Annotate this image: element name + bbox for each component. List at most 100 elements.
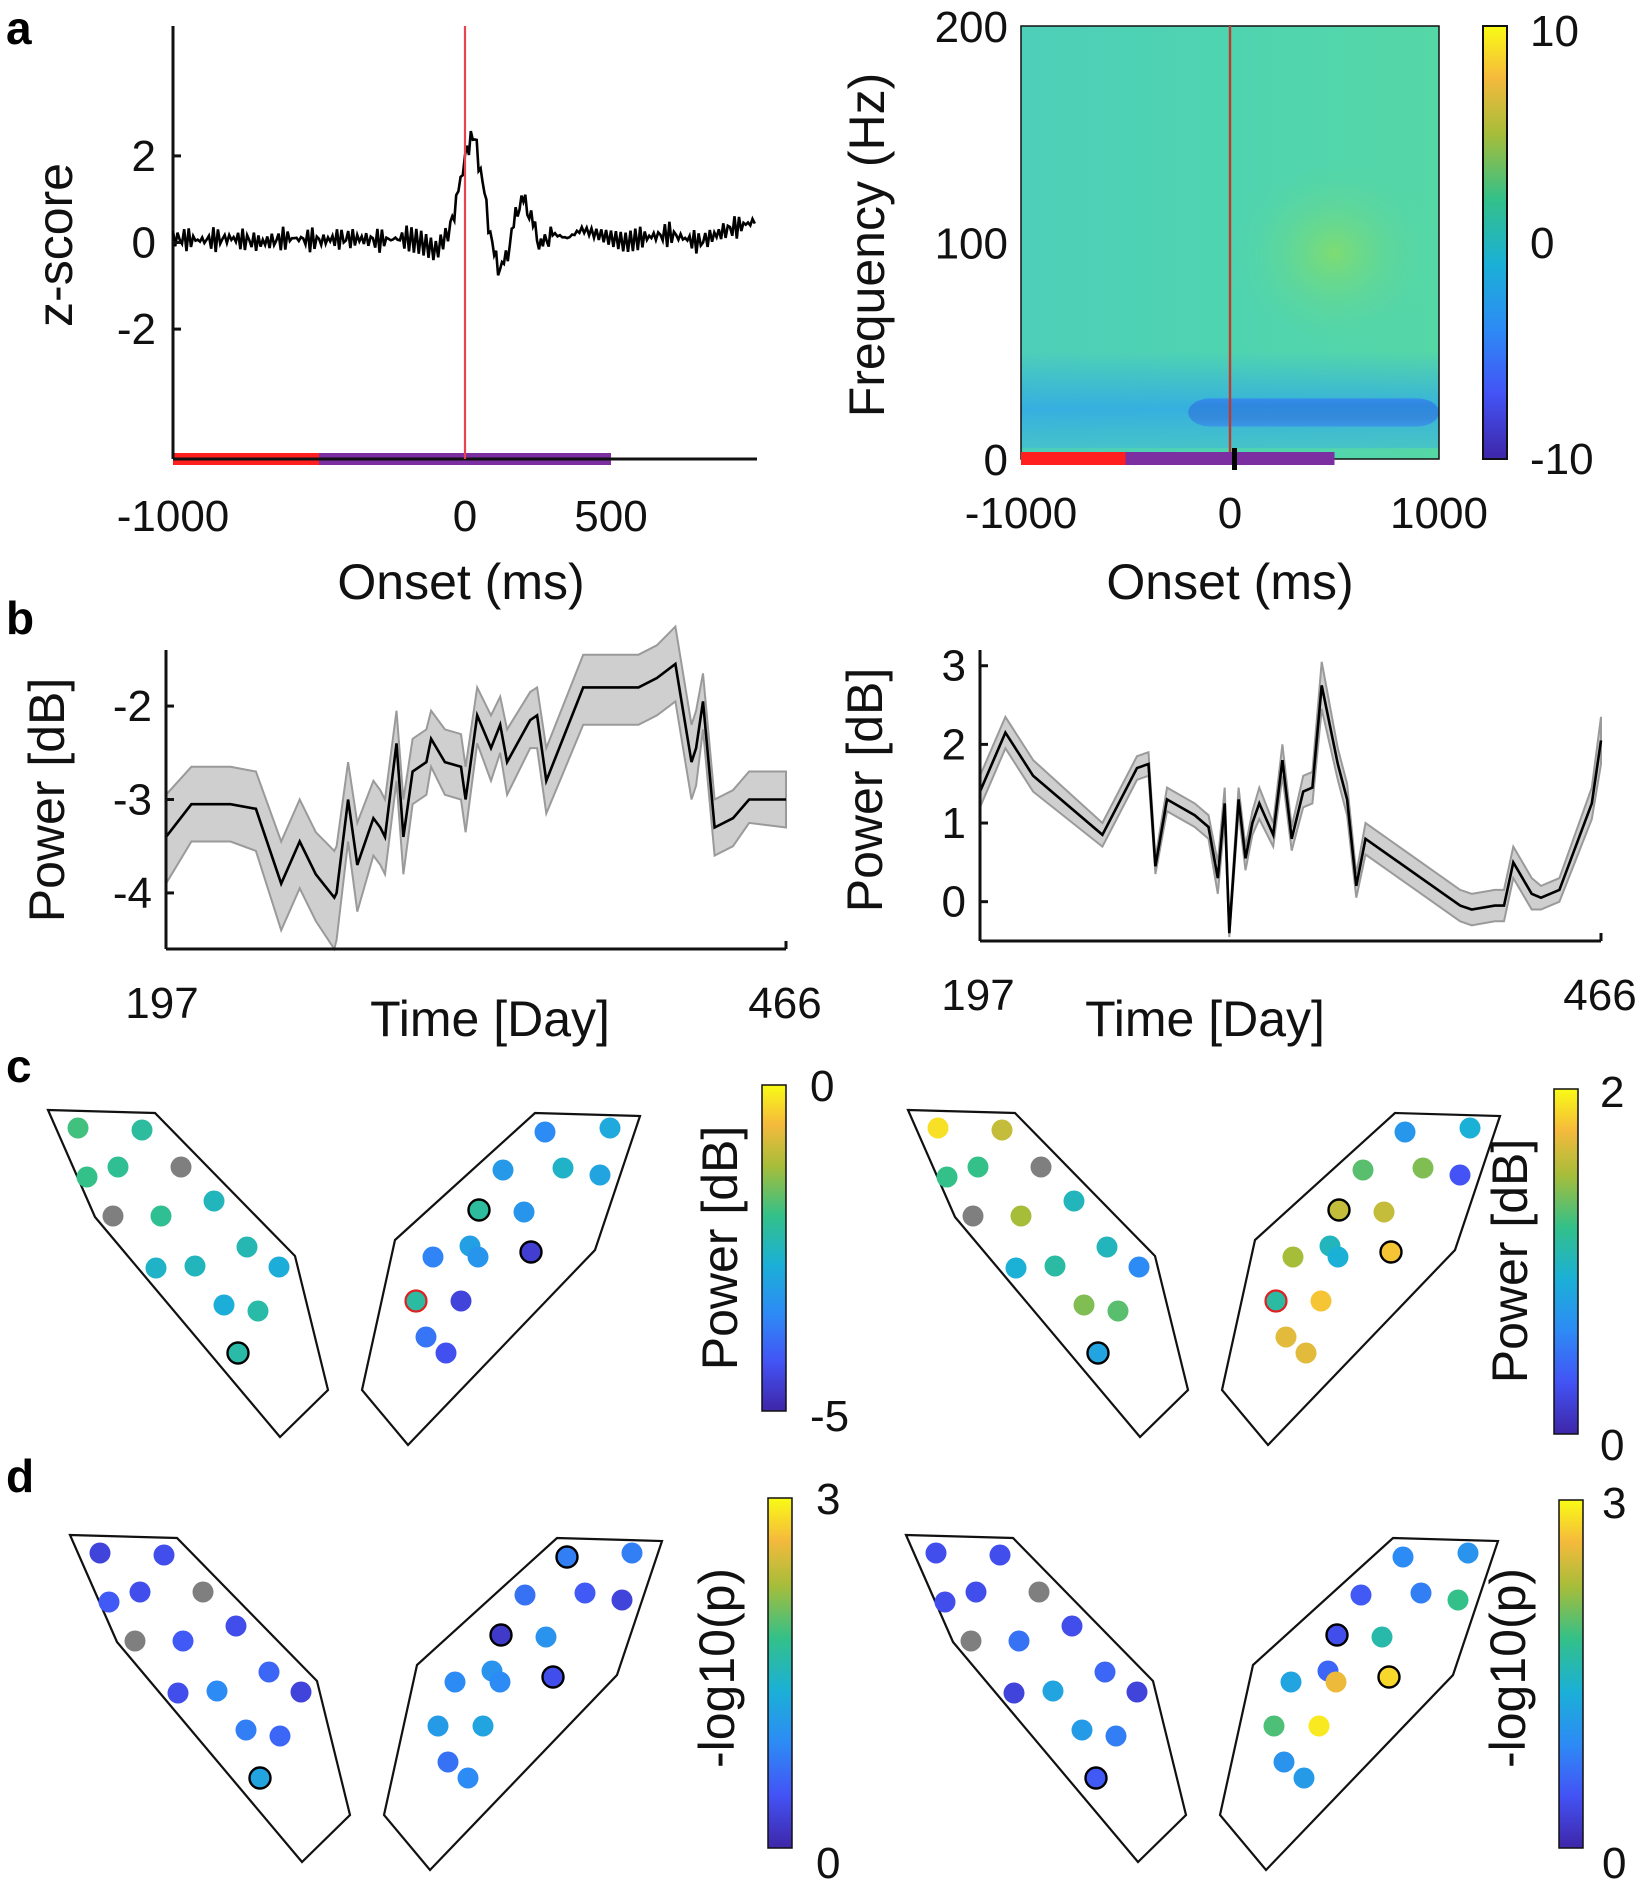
y-axis-label: Power [dB] xyxy=(837,668,893,913)
colorbar-tick-max: 10 xyxy=(1530,7,1579,56)
electrode xyxy=(1071,1719,1093,1741)
x-axis-label: Time [Day] xyxy=(370,991,610,1047)
colorbar-tick-max: 0 xyxy=(810,1062,834,1111)
colorbar-tick-min: -5 xyxy=(810,1392,849,1441)
panel-label-c: c xyxy=(6,1040,32,1092)
electrode xyxy=(184,1255,206,1277)
grid-outline-right xyxy=(360,1111,642,1447)
electrode-map-d-right xyxy=(904,1533,1500,1872)
electrode xyxy=(1325,1623,1349,1647)
electrode xyxy=(541,1665,565,1689)
grid-outline-left xyxy=(904,1533,1188,1864)
z-score-trace xyxy=(171,130,756,276)
y-tick-label: 2 xyxy=(132,132,156,181)
electrode xyxy=(589,1164,611,1186)
electrode xyxy=(1126,1681,1148,1703)
electrode xyxy=(1310,1290,1332,1312)
x-axis-label: Onset (ms) xyxy=(1106,554,1353,610)
electrode xyxy=(150,1205,172,1227)
mean-line xyxy=(978,685,1603,934)
y-tick-label: 100 xyxy=(935,220,1008,269)
colorbar xyxy=(767,1497,793,1849)
electrode xyxy=(1447,1589,1469,1611)
colorbar-tick-max: 3 xyxy=(1602,1479,1626,1528)
electrode xyxy=(76,1166,98,1188)
electrode xyxy=(1350,1584,1372,1606)
electrode xyxy=(422,1246,444,1268)
y-tick-label: 1 xyxy=(942,799,966,848)
electrode xyxy=(404,1289,428,1313)
electrode xyxy=(1128,1256,1150,1278)
electrode xyxy=(1457,1542,1479,1564)
electrode xyxy=(1392,1546,1414,1568)
y-axis-label: Frequency (Hz) xyxy=(839,73,895,418)
electrode xyxy=(1096,1236,1118,1258)
x-tick-label: -1000 xyxy=(117,492,230,541)
electrode xyxy=(1308,1715,1330,1737)
y-tick-label: -4 xyxy=(113,869,152,918)
electrode xyxy=(1086,1341,1110,1365)
panel-label-d: d xyxy=(6,1450,34,1502)
epoch-bar-response xyxy=(1125,452,1335,465)
y-tick-label: -2 xyxy=(113,682,152,731)
electrode xyxy=(1042,1680,1064,1702)
electrode-excluded xyxy=(102,1205,124,1227)
colorbar xyxy=(761,1084,787,1412)
power-timecourse-left: -4 -3 -2 197 466 Time [Day] Power [dB] xyxy=(19,624,822,1047)
colorbar-tick-max: 3 xyxy=(816,1475,840,1524)
electrode xyxy=(145,1257,167,1279)
electrode xyxy=(435,1342,457,1364)
electrode xyxy=(89,1542,111,1564)
electrode xyxy=(1293,1767,1315,1789)
y-axis-label: z-score xyxy=(27,163,83,327)
electrode xyxy=(925,1542,947,1564)
electrode xyxy=(1327,1246,1349,1268)
y-tick-label: 200 xyxy=(935,3,1008,52)
grid-outline-right xyxy=(382,1536,664,1872)
electrode-excluded xyxy=(170,1156,192,1178)
onset-marker xyxy=(1232,448,1237,470)
electrode xyxy=(1105,1725,1127,1747)
electrode xyxy=(1373,1201,1395,1223)
grid-outline-left xyxy=(906,1108,1190,1439)
electrode xyxy=(1325,1671,1347,1693)
colorbar-tick-max: 2 xyxy=(1600,1068,1624,1117)
colorbar-label: Power [dB] xyxy=(1482,1139,1538,1384)
x-tick-label: 0 xyxy=(453,492,477,541)
grid-outline-right xyxy=(1218,1536,1500,1872)
colorbar xyxy=(1482,25,1508,460)
electrode xyxy=(1280,1671,1302,1693)
electrode xyxy=(467,1246,489,1268)
electrode xyxy=(167,1682,189,1704)
z-score-chart: -2 0 2 -1000 0 500 z-score Onset (ms) xyxy=(27,26,757,610)
electrode xyxy=(1107,1300,1129,1322)
electrode xyxy=(67,1117,89,1139)
colorbar-tick-min: -10 xyxy=(1530,435,1594,484)
y-tick-label: -2 xyxy=(117,305,156,354)
electrode xyxy=(235,1719,257,1741)
confidence-band xyxy=(165,624,787,952)
electrode-excluded xyxy=(124,1630,146,1652)
electrode xyxy=(967,1156,989,1178)
electrode xyxy=(1371,1626,1393,1648)
x-axis-label: Time [Day] xyxy=(1085,991,1325,1047)
electrode xyxy=(965,1581,987,1603)
electrode xyxy=(450,1290,472,1312)
electrode xyxy=(1327,1198,1351,1222)
electrode xyxy=(1377,1665,1401,1689)
colorbar-d-right: 3 0 -log10(p) xyxy=(1480,1479,1626,1888)
electrode-map-d-left xyxy=(68,1533,664,1872)
electrode xyxy=(427,1715,449,1737)
electrode xyxy=(574,1582,596,1604)
electrode xyxy=(290,1681,312,1703)
electrode xyxy=(236,1236,258,1258)
electrode xyxy=(555,1545,579,1569)
electrode xyxy=(1263,1715,1285,1737)
electrode xyxy=(552,1157,574,1179)
x-tick-label: 500 xyxy=(574,492,647,541)
electrode xyxy=(129,1581,151,1603)
y-tick-label: 0 xyxy=(132,219,156,268)
colorbar-tick-min: 0 xyxy=(1602,1839,1626,1888)
